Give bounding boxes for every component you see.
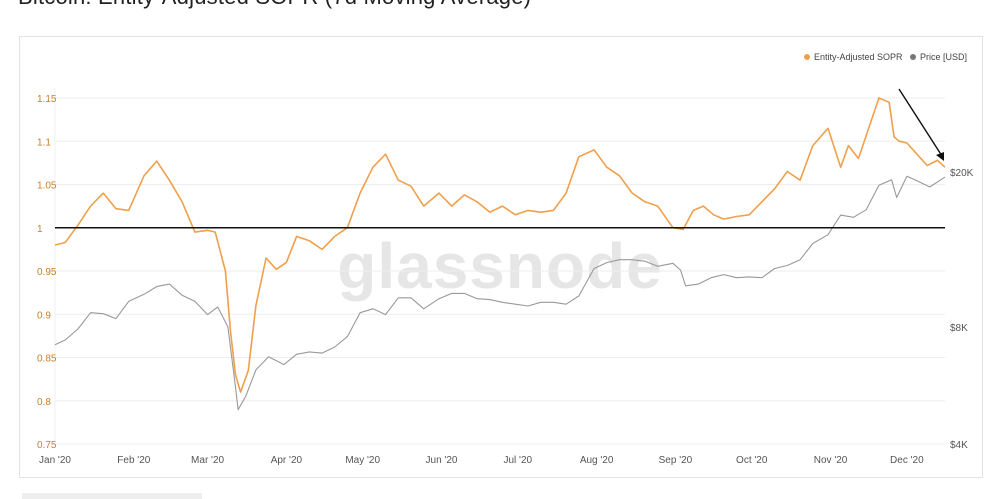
y-left-tick-label: 1.15 <box>37 94 57 105</box>
x-tick-label: Feb '20 <box>117 455 150 466</box>
x-tick-label: Jul '20 <box>504 455 533 466</box>
legend-label-price[interactable]: Price [USD] <box>920 52 967 62</box>
x-tick-label: Sep '20 <box>659 455 693 466</box>
x-tick-label: Dec '20 <box>890 455 924 466</box>
series-layer <box>54 97 946 411</box>
page-title: Bitcoin: Entity-Adjusted SOPR (7d Moving… <box>18 0 531 10</box>
legend-marker-price <box>910 54 916 60</box>
y-right-tick-label: $4K <box>950 440 968 451</box>
watermark-text: glassnode <box>337 230 663 302</box>
series-line-sopr <box>54 97 946 393</box>
y-right-tick-label: $8K <box>950 323 968 334</box>
y-left-tick-label: 1 <box>37 224 43 235</box>
legend-label-sopr[interactable]: Entity-Adjusted SOPR <box>814 52 903 62</box>
y-left-tick-label: 0.9 <box>37 310 51 321</box>
x-tick-label: May '20 <box>345 455 380 466</box>
legend[interactable]: Entity-Adjusted SOPR Price [USD] <box>804 52 967 62</box>
y-axis-right: $4K $8K $20K <box>950 168 974 451</box>
x-tick-label: Mar '20 <box>191 455 224 466</box>
x-tick-label: Apr '20 <box>271 455 303 466</box>
y-left-tick-label: 1.1 <box>37 137 51 148</box>
x-tick-label: Nov '20 <box>814 455 848 466</box>
y-left-tick-label: 0.8 <box>37 397 51 408</box>
y-right-tick-label: $20K <box>950 168 974 179</box>
annotation-layer <box>898 88 944 161</box>
x-tick-label: Jun '20 <box>426 455 458 466</box>
trend-arrow-line <box>898 88 943 157</box>
series-line-price <box>54 175 946 411</box>
x-tick-label: Oct '20 <box>736 455 768 466</box>
x-tick-label: Aug '20 <box>580 455 614 466</box>
trend-arrow-head <box>936 152 944 161</box>
watermark: glassnode <box>337 230 663 302</box>
x-axis: Jan '20 Feb '20 Mar '20 Apr '20 May '20 Jun '… <box>39 455 924 466</box>
y-axis-left: 0.75 0.8 0.85 0.9 0.95 1 1.05 1.1 1.15 <box>37 94 57 451</box>
y-left-tick-label: 1.05 <box>37 181 57 192</box>
y-left-tick-label: 0.85 <box>37 354 57 365</box>
chart-frame <box>19 36 983 478</box>
y-left-tick-label: 0.75 <box>37 440 57 451</box>
y-left-tick-label: 0.95 <box>37 267 57 278</box>
x-tick-label: Jan '20 <box>39 455 71 466</box>
legend-marker-sopr <box>804 54 810 60</box>
bottom-strip <box>22 493 202 499</box>
